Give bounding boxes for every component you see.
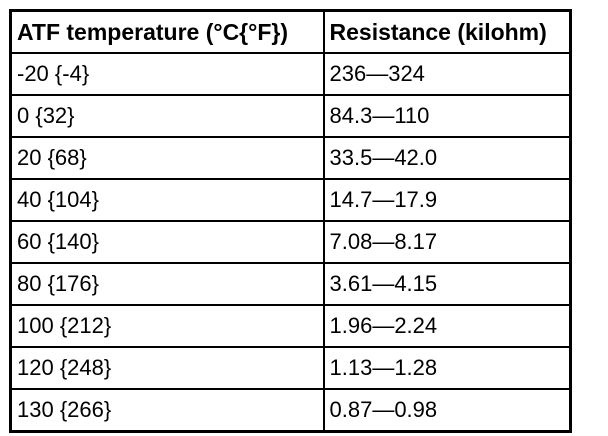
table-row: 100 {212} 1.96—2.24 [9, 304, 572, 348]
resistance-cell: 84.3—110 [322, 94, 572, 138]
temperature-cell: -20 {-4} [9, 52, 325, 96]
resistance-cell: 1.13—1.28 [322, 346, 572, 390]
resistance-cell: 14.7—17.9 [322, 178, 572, 222]
table-row: 130 {266} 0.87—0.98 [9, 388, 572, 433]
table-row: 0 {32} 84.3—110 [9, 94, 572, 138]
resistance-cell: 33.5—42.0 [322, 136, 572, 180]
table-row: 80 {176} 3.61—4.15 [9, 262, 572, 306]
temperature-cell: 0 {32} [9, 94, 325, 138]
atf-resistance-table: ATF temperature (°C{°F}) Resistance (kil… [9, 9, 572, 433]
table-row: 60 {140} 7.08—8.17 [9, 220, 572, 264]
column-header-atf-temperature: ATF temperature (°C{°F}) [9, 9, 325, 54]
temperature-cell: 130 {266} [9, 388, 325, 433]
resistance-cell: 236—324 [322, 52, 572, 96]
resistance-cell: 1.96—2.24 [322, 304, 572, 348]
column-header-resistance: Resistance (kilohm) [322, 9, 572, 54]
table-row: 40 {104} 14.7—17.9 [9, 178, 572, 222]
table-header-row: ATF temperature (°C{°F}) Resistance (kil… [9, 9, 572, 54]
temperature-cell: 120 {248} [9, 346, 325, 390]
resistance-cell: 0.87—0.98 [322, 388, 572, 433]
temperature-cell: 60 {140} [9, 220, 325, 264]
temperature-cell: 80 {176} [9, 262, 325, 306]
temperature-cell: 20 {68} [9, 136, 325, 180]
resistance-cell: 3.61—4.15 [322, 262, 572, 306]
table-row: 120 {248} 1.13—1.28 [9, 346, 572, 390]
temperature-cell: 40 {104} [9, 178, 325, 222]
table-row: -20 {-4} 236—324 [9, 52, 572, 96]
resistance-cell: 7.08—8.17 [322, 220, 572, 264]
temperature-cell: 100 {212} [9, 304, 325, 348]
table-row: 20 {68} 33.5—42.0 [9, 136, 572, 180]
